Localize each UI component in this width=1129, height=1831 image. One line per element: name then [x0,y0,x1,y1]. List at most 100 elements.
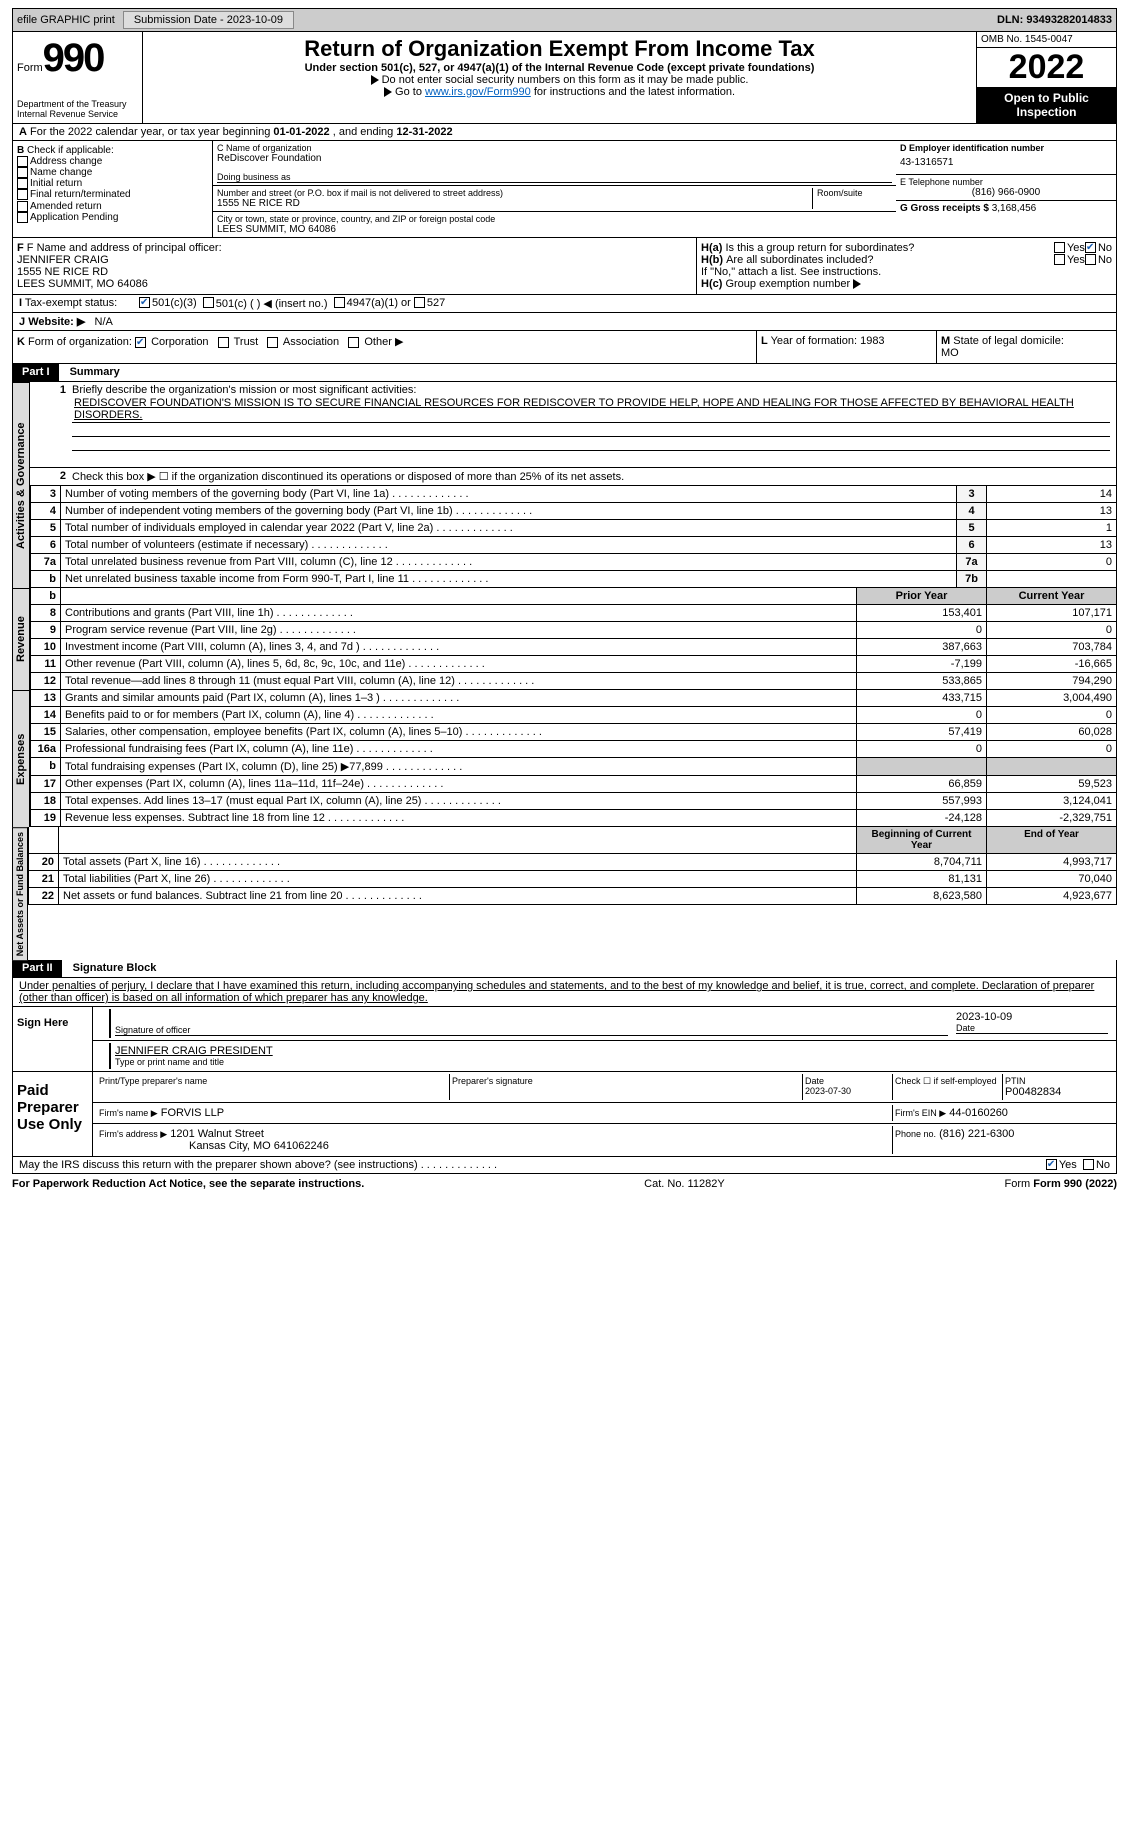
name-change-checkbox[interactable] [17,167,28,178]
form-ref: Form Form 990 (2022) [1005,1178,1118,1190]
no3: No [1096,1159,1110,1171]
line-a-mid: , and ending [330,126,397,138]
exp-table: 13Grants and similar amounts paid (Part … [30,690,1117,827]
ha-yes-checkbox[interactable] [1054,242,1065,253]
hb-yes-checkbox[interactable] [1054,254,1065,265]
section-j: J Website: ▶ N/A [12,313,1117,331]
vbar-governance: Activities & Governance [12,382,30,588]
check-if-label: Check if applicable: [27,145,114,156]
form-header: Form990 Department of the Treasury Inter… [12,32,1117,124]
section-b-block: B Check if applicable: Address change Na… [12,141,1117,238]
other-checkbox[interactable] [348,337,359,348]
form-number: 990 [43,36,104,80]
cat-no: Cat. No. 11282Y [644,1178,725,1190]
prep-sig-lbl: Preparer's signature [452,1076,800,1086]
final-return-checkbox[interactable] [17,189,28,200]
officer-name: JENNIFER CRAIG PRESIDENT [115,1045,1108,1057]
4947-checkbox[interactable] [334,297,345,308]
omb-number: OMB No. 1545-0047 [977,32,1116,48]
address-change-checkbox[interactable] [17,156,28,167]
irs-yes-checkbox[interactable] [1046,1159,1057,1170]
date-lbl: Date [956,1023,1108,1034]
irs-label: Internal Revenue Service [17,109,138,119]
gov-table: 3Number of voting members of the governi… [30,486,1117,588]
hb-no-checkbox[interactable] [1085,254,1096,265]
l-lbl: Year of formation: [771,335,857,347]
q2: Check this box ▶ ☐ if the organization d… [66,470,1110,483]
irs-link[interactable]: www.irs.gov/Form990 [425,86,531,98]
phone: (816) 221-6300 [939,1128,1014,1140]
self-emp: Check ☐ if self-employed [892,1074,1002,1100]
sign-here-block: Sign Here Signature of officer 2023-10-0… [12,1007,1117,1072]
yes3: Yes [1059,1159,1077,1171]
yes-lbl2: Yes [1067,254,1085,266]
vbar-netassets: Net Assets or Fund Balances [12,827,28,960]
g-gross-val: 3,168,456 [992,203,1037,214]
vbar-expenses: Expenses [12,690,30,827]
assoc-checkbox[interactable] [267,337,278,348]
part2-sub: Signature Block [65,962,157,974]
d-ein-lbl: D Employer identification number [900,143,1112,153]
phone-lbl: Phone no. [895,1129,936,1139]
period-begin: 01-01-2022 [273,126,329,138]
i-lbl: Tax-exempt status: [25,297,117,309]
firm-addr1: 1201 Walnut Street [170,1128,264,1140]
type-name-lbl: Type or print name and title [115,1057,1108,1067]
501c-checkbox[interactable] [203,297,214,308]
street-lbl: Number and street (or P.O. box if mail i… [217,188,812,198]
section-f-h: F F Name and address of principal office… [12,238,1117,295]
trust-checkbox[interactable] [218,337,229,348]
hb: H(b) [701,254,723,266]
under-section: Under section 501(c), 527, or 4947(a)(1)… [151,62,968,74]
initial-return-checkbox[interactable] [17,178,28,189]
amended-return-checkbox[interactable] [17,201,28,212]
arrow-icon [384,87,392,97]
efile-label: efile GRAPHIC print [17,14,115,26]
opt-address: Address change [30,156,102,167]
e-phone-lbl: E Telephone number [900,177,1112,187]
form-prefix: Form [17,62,43,74]
submission-date-button[interactable]: Submission Date - 2023-10-09 [123,11,294,29]
j-val: N/A [95,316,113,328]
501c3-checkbox[interactable] [139,297,150,308]
f-addr1: 1555 NE RICE RD [17,266,692,278]
arrow-icon [853,279,861,289]
line-a: A For the 2022 calendar year, or tax yea… [12,124,1117,141]
may-irs-row: May the IRS discuss this return with the… [12,1157,1117,1174]
page-footer: For Paperwork Reduction Act Notice, see … [12,1174,1117,1194]
opt-final: Final return/terminated [30,190,131,201]
527-checkbox[interactable] [414,297,425,308]
hc-lbl: Group exemption number [725,278,850,290]
l-val: 1983 [860,335,884,347]
top-toolbar: efile GRAPHIC print Submission Date - 20… [12,8,1117,32]
ha: H(a) [701,242,722,254]
k-assoc: Association [283,336,339,348]
ha-no-checkbox[interactable] [1085,242,1096,253]
no-lbl2: No [1098,254,1112,266]
app-pending-checkbox[interactable] [17,212,28,223]
m-lbl: State of legal domicile: [953,335,1064,347]
firm-addr2: Kansas City, MO 641062246 [99,1140,329,1152]
hb-lbl: Are all subordinates included? [726,254,1054,266]
dln-label: DLN: 93493282014833 [997,14,1112,26]
py-hdr: Prior Year [857,588,987,605]
irs-no-checkbox[interactable] [1083,1159,1094,1170]
opt-501c3: 501(c)(3) [152,297,197,310]
prep-date-lbl: Date [805,1076,890,1086]
yes-lbl: Yes [1067,242,1085,254]
opt-amended: Amended return [30,201,102,212]
j-lbl: Website: ▶ [28,316,85,328]
firm-ein: 44-0160260 [949,1107,1008,1119]
part1-title: Part I [13,364,59,381]
part2-title: Part II [13,960,62,977]
bcy-hdr: Beginning of Current Year [857,827,987,854]
k-trust: Trust [234,336,259,348]
f-lbl: F Name and address of principal officer: [27,242,222,254]
sig-off-lbl: Signature of officer [115,1025,948,1036]
sig-date: 2023-10-09 [956,1011,1108,1023]
e-phone-val: (816) 966-0900 [900,187,1112,198]
corp-checkbox[interactable] [135,337,146,348]
g-gross-lbl: G Gross receipts $ [900,203,989,214]
cy-hdr: Current Year [987,588,1117,605]
c-name-lbl: C Name of organization [217,143,892,153]
